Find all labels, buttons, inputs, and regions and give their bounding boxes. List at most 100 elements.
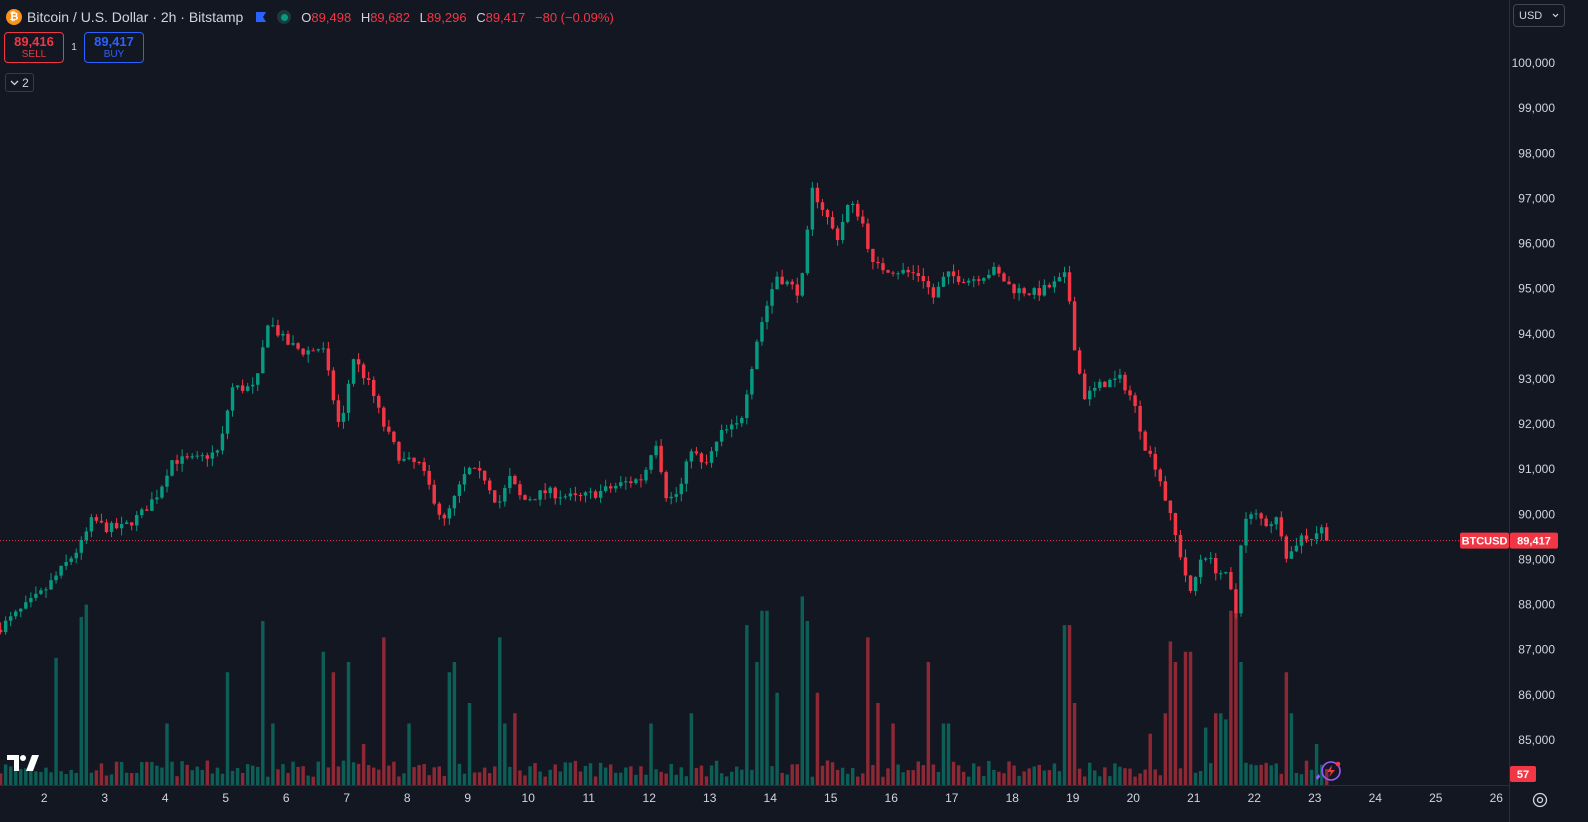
volume-bar (99, 763, 104, 785)
candle-body (160, 486, 164, 498)
settings-gear-icon[interactable] (1528, 788, 1552, 812)
volume-bar (1214, 713, 1218, 785)
candle-body (966, 280, 971, 283)
time-tick-label: 13 (703, 791, 717, 805)
candle-body (951, 271, 956, 277)
volume-bar (3, 764, 8, 785)
candle-body (54, 575, 58, 581)
volume-bar (639, 766, 643, 785)
volume-bar (109, 774, 114, 785)
candle-body (649, 455, 653, 470)
candle-body (104, 522, 109, 533)
candle-body (129, 522, 134, 526)
candle-body (135, 515, 139, 526)
volume-bar (1229, 610, 1233, 785)
volume-bar (1138, 773, 1142, 785)
bitcoin-icon: ₿ (6, 9, 22, 25)
candle-body (987, 274, 991, 279)
volume-bar (810, 776, 815, 785)
volume-bar (467, 703, 472, 785)
candle-body (210, 452, 215, 459)
candle-body (119, 523, 124, 529)
candle-body (704, 462, 709, 464)
lightning-icon[interactable] (1313, 760, 1343, 782)
buy-button[interactable]: 89,417 BUY (84, 32, 144, 63)
volume-bar (1012, 765, 1016, 785)
volume-bar (1098, 776, 1102, 785)
candle-body (669, 496, 673, 499)
time-tick-label: 6 (283, 791, 290, 805)
price-axis[interactable]: 85,000 86,000 87,000 88,000 89,000 90,000 91,0… (1512, 56, 1556, 747)
symbol-title[interactable]: Bitcoin / U.S. Dollar · 2h · Bitstamp (27, 9, 244, 25)
candle-body (866, 223, 870, 249)
volume-bar (145, 761, 149, 785)
candle-body (417, 462, 421, 464)
volume-bar (1324, 768, 1329, 785)
volume-bar (321, 651, 326, 785)
time-axis[interactable]: 2 3 4 5 6 7 8 9 10 11 12 13 14 15 16 17 18 19 20 21 22 23 24 25… (41, 791, 1503, 805)
volume-bar (1032, 766, 1036, 785)
market-status-icon[interactable] (277, 10, 292, 24)
volume-bar (649, 723, 653, 785)
candle-body (397, 441, 401, 461)
currency-value: USD (1519, 9, 1543, 22)
volume-bar (578, 771, 583, 785)
candle-body (1158, 469, 1163, 482)
volume-bar (966, 776, 971, 785)
candle-body (140, 509, 144, 516)
volume-bar (29, 767, 33, 785)
candle-body (99, 520, 104, 523)
spread-value: 1 (71, 42, 77, 53)
candle-body (1254, 513, 1258, 515)
candle-body (114, 522, 119, 529)
volume-bar (598, 762, 603, 785)
volume-bar (538, 771, 542, 785)
candle-body (740, 418, 744, 424)
candle-body (366, 378, 371, 380)
candle-body (1239, 545, 1243, 614)
sell-button[interactable]: 89,416 SELL (4, 32, 64, 63)
volume-bars (0, 596, 1329, 785)
time-tick-label: 8 (404, 791, 411, 805)
flag-icon[interactable] (255, 11, 267, 23)
volume-bar (84, 604, 89, 785)
candle-body (972, 279, 976, 281)
candle-body (891, 272, 895, 274)
candle-body (760, 322, 764, 342)
candle-body (593, 491, 598, 498)
volume-bar (296, 766, 300, 785)
candle-body (528, 499, 532, 501)
candle-body (190, 456, 194, 458)
volume-bar (442, 775, 447, 785)
candle-body (437, 503, 441, 515)
candle-body (346, 383, 351, 413)
symbol-legend[interactable]: ₿ Bitcoin / U.S. Dollar · 2h · Bitstamp … (6, 7, 620, 27)
indicators-toggle-button[interactable]: 2 (5, 73, 34, 92)
candle-body (377, 396, 381, 408)
candle-body (735, 423, 739, 425)
volume-bar (1057, 771, 1062, 785)
volume-bar (74, 772, 78, 785)
volume-bar (331, 672, 336, 785)
volume-bar (1234, 610, 1238, 785)
currency-select[interactable]: USD (1513, 4, 1565, 27)
candle-body (225, 410, 230, 434)
candle-body (856, 203, 860, 217)
volume-bar (699, 765, 704, 785)
volume-bar (44, 767, 48, 785)
candle-body (1259, 513, 1263, 519)
candle-body (992, 266, 996, 275)
candle-body (175, 460, 179, 464)
candle-body (245, 386, 250, 391)
volume-bar (427, 775, 431, 785)
candle-body (1098, 381, 1102, 388)
candle-body (1299, 535, 1304, 546)
candle-body (311, 350, 315, 352)
time-tick-label: 9 (464, 791, 471, 805)
candle-body (840, 221, 845, 241)
tradingview-logo-icon[interactable] (6, 752, 40, 774)
volume-bar (528, 766, 532, 785)
volume-bar (1148, 733, 1152, 785)
time-tick-label: 14 (764, 791, 778, 805)
